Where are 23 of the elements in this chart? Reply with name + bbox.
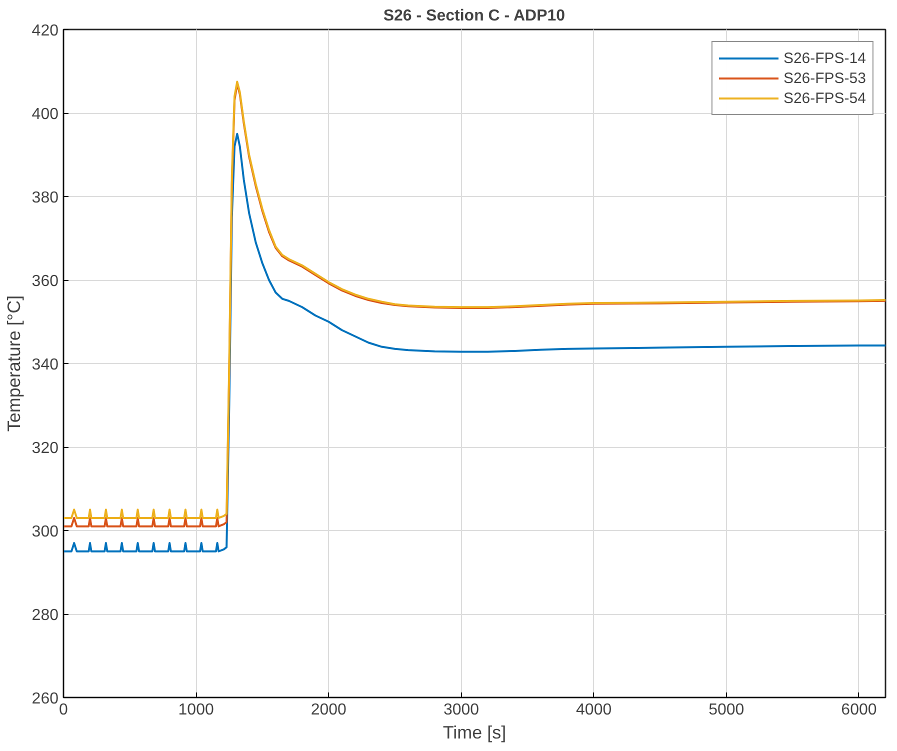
- y-tick-label: 380: [32, 190, 59, 206]
- legend-label: S26-FPS-54: [783, 90, 866, 106]
- y-tick-label: 400: [32, 106, 59, 123]
- legend-label: S26-FPS-53: [783, 70, 866, 86]
- x-tick-label: 4000: [576, 702, 612, 718]
- legend-label: S26-FPS-14: [783, 50, 866, 66]
- y-tick-label: 320: [32, 440, 59, 457]
- y-tick-label: 360: [32, 273, 59, 290]
- y-tick-label: 280: [32, 607, 59, 624]
- line-series: [64, 132, 886, 552]
- chart-title: S26 - Section C - ADP10: [383, 8, 566, 24]
- x-tick-label: 2000: [310, 702, 347, 718]
- y-tick-label: 300: [32, 524, 59, 540]
- x-tick-label: 3000: [443, 702, 480, 718]
- y-tick-label: 260: [32, 690, 59, 708]
- x-tick-label: 0: [59, 702, 68, 718]
- x-tick-label: 1000: [178, 702, 214, 718]
- x-tick-label: 6000: [841, 702, 877, 718]
- y-tick-label: 420: [32, 22, 59, 40]
- y-tick-label: 340: [32, 356, 59, 374]
- x-axis-title: Time [s]: [442, 722, 506, 742]
- y-axis-title: Temperature [°C]: [4, 295, 24, 432]
- x-tick-label: 5000: [708, 702, 744, 718]
